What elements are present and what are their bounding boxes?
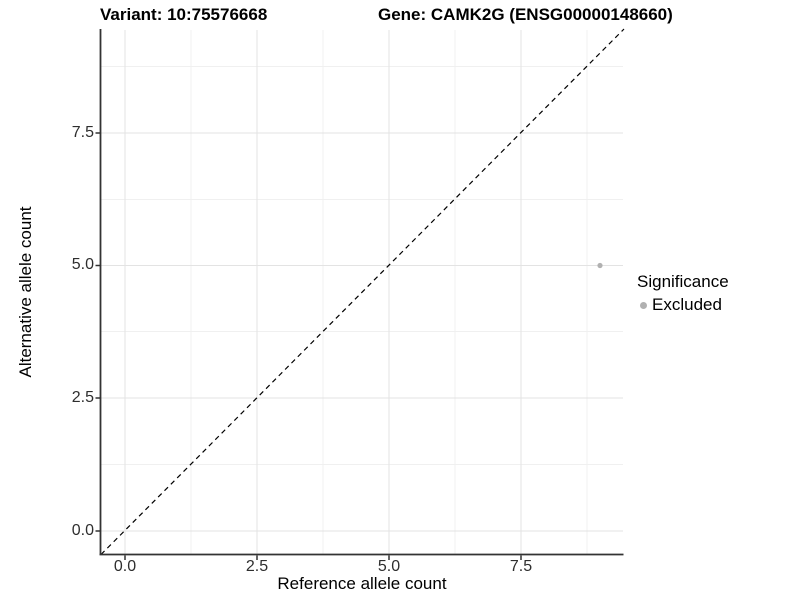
y-axis-title: Alternative allele count [16, 206, 35, 378]
legend-point-icon [640, 301, 647, 309]
data-point-excluded [597, 262, 603, 269]
plot-title-gene: Gene: CAMK2G (ENSG00000148660) [378, 5, 673, 24]
legend-title: Significance [637, 272, 729, 291]
x-axis-title: Reference allele count [277, 574, 447, 593]
y-tick-label-2: 2.5 [71, 389, 94, 406]
axis-lines [99, 29, 624, 556]
plot-title-variant: Variant: 10:75576668 [100, 5, 268, 24]
legend-item-excluded: Excluded [637, 295, 729, 315]
identity-line [100, 28, 625, 555]
x-tick-label-1: 2.5 [245, 558, 269, 575]
axis-tick-marks [95, 132, 522, 560]
gridlines-minor [101, 30, 623, 554]
y-tick-label-3: 0.0 [71, 522, 94, 539]
gridlines-major [101, 30, 623, 554]
x-tick-label-0: 0.0 [113, 558, 137, 575]
legend: Significance Excluded [637, 272, 729, 315]
x-tick-label-2: 5.0 [377, 558, 401, 575]
legend-item-label: Excluded [652, 295, 722, 314]
y-tick-label-1: 5.0 [71, 256, 94, 273]
x-tick-label-3: 7.5 [509, 558, 533, 575]
y-tick-label-0: 7.5 [71, 124, 94, 141]
